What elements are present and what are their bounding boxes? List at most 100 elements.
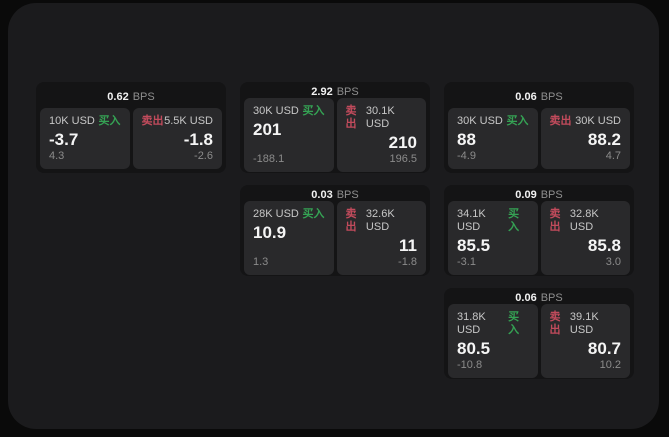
price-tiles: 30K USD 买入 201 -188.1 卖出 30.1K USD 210 1… [244,98,426,172]
bps-unit-label: BPS [132,91,155,103]
sell-notional: 39.1K USD [569,311,599,336]
sell-delta: -1.8 [398,256,417,268]
buy-delta: -188.1 [253,153,285,165]
price-tiles: 28K USD 买入 10.9 1.3 卖出 32.6K USD 11 -1.8 [244,201,426,275]
tile-top-row: 卖出 32.8K USD [550,208,622,234]
buy-tile[interactable]: 30K USD 买入 88 -4.9 [448,108,538,169]
card-header: 0.03 BPS [244,189,426,201]
sell-price: 210 [388,133,417,152]
sell-delta: 10.2 [599,359,621,371]
sell-price: -1.8 [183,130,213,149]
buy-notional: 30K USD [457,115,503,127]
card-header: 2.92 BPS [244,86,426,98]
price-tiles: 34.1K USD 买入 85.5 -3.1 卖出 32.8K USD 85.8… [448,201,630,275]
tile-top-row: 卖出 32.6K USD [346,208,418,234]
buy-tile[interactable]: 10K USD 买入 -3.7 4.3 [40,108,130,169]
tile-top-row: 卖出 30K USD [550,115,622,128]
sell-notional: 5.5K USD [164,115,213,127]
bps-unit-label: BPS [540,189,563,201]
bps-value: 0.03 [311,189,333,201]
buy-delta: 1.3 [253,256,269,268]
price-tiles: 31.8K USD 买入 80.5 -10.8 卖出 39.1K USD 80.… [448,304,630,378]
sell-notional: 30.1K USD [365,105,395,130]
bps-value: 2.92 [311,86,333,98]
tile-top-row: 卖出 30.1K USD [346,105,418,131]
buy-notional: 10K USD [49,115,95,127]
sell-tile[interactable]: 卖出 39.1K USD 80.7 10.2 [540,304,630,378]
buy-price: 10.9 [253,223,287,242]
sell-side-label: 卖出 [549,115,572,127]
bps-value: 0.09 [515,189,537,201]
bps-unit-label: BPS [336,189,359,201]
sell-notional: 32.6K USD [365,208,395,233]
buy-delta: -10.8 [457,359,483,371]
buy-side-label: 买入 [508,311,520,336]
quote-card-3: 0.06 BPS 30K USD 买入 88 -4.9 卖出 [444,82,634,173]
sell-tile[interactable]: 卖出 30.1K USD 210 196.5 [336,98,426,172]
tile-top-row: 30K USD 买入 [253,105,325,118]
buy-price: 85.5 [457,236,491,255]
sell-side-label: 卖出 [345,208,357,233]
buy-delta: -3.1 [457,256,476,268]
sell-price: 88.2 [587,130,621,149]
quote-card-1: 0.62 BPS 10K USD 买入 -3.7 4.3 卖出 [36,82,226,173]
quote-card-4: 0.03 BPS 28K USD 买入 10.9 1.3 卖出 [240,185,430,276]
card-header: 0.06 BPS [448,86,630,108]
buy-side-label: 买入 [506,115,529,127]
sell-side-label: 卖出 [141,115,164,127]
tile-top-row: 卖出 5.5K USD [142,115,214,128]
tile-top-row: 30K USD 买入 [457,115,529,128]
bps-value: 0.06 [515,91,537,103]
buy-side-label: 买入 [302,105,325,117]
sell-delta: 196.5 [389,153,417,165]
sell-tile[interactable]: 卖出 32.8K USD 85.8 3.0 [540,201,630,275]
price-tiles: 30K USD 买入 88 -4.9 卖出 30K USD 88.2 4.7 [448,108,630,169]
quote-card-6: 0.06 BPS 31.8K USD 买入 80.5 -10.8 卖 [444,288,634,379]
buy-delta: -4.9 [457,150,476,162]
bps-unit-label: BPS [540,91,563,103]
bps-value: 0.06 [515,292,537,304]
sell-notional: 30K USD [575,115,621,127]
card-header: 0.09 BPS [448,189,630,201]
tile-top-row: 28K USD 买入 [253,208,325,221]
buy-side-label: 买入 [98,115,121,127]
buy-notional: 28K USD [253,208,299,220]
card-header: 0.06 BPS [448,292,630,304]
buy-tile[interactable]: 31.8K USD 买入 80.5 -10.8 [448,304,538,378]
sell-price: 85.8 [587,236,621,255]
quotes-panel: 0.62 BPS 10K USD 买入 -3.7 4.3 卖出 [8,3,659,429]
buy-price: 201 [253,120,282,139]
sell-price: 80.7 [587,339,621,358]
buy-notional: 31.8K USD [457,311,486,336]
sell-price: 11 [399,236,417,255]
buy-notional: 34.1K USD [457,208,486,233]
sell-delta: 3.0 [605,256,621,268]
quote-grid: 0.62 BPS 10K USD 买入 -3.7 4.3 卖出 [8,3,659,379]
tile-top-row: 31.8K USD 买入 [457,311,529,337]
sell-side-label: 卖出 [549,208,561,233]
sell-delta: -2.6 [194,150,213,162]
sell-tile[interactable]: 卖出 5.5K USD -1.8 -2.6 [132,108,222,169]
buy-side-label: 买入 [508,208,520,233]
quote-card-2: 2.92 BPS 30K USD 买入 201 -188.1 卖出 [240,82,430,173]
buy-tile[interactable]: 34.1K USD 买入 85.5 -3.1 [448,201,538,275]
buy-price: 88 [457,130,476,149]
buy-price: 80.5 [457,339,491,358]
card-header: 0.62 BPS [40,86,222,108]
buy-tile[interactable]: 30K USD 买入 201 -188.1 [244,98,334,172]
price-tiles: 10K USD 买入 -3.7 4.3 卖出 5.5K USD -1.8 -2.… [40,108,222,169]
quote-card-5: 0.09 BPS 34.1K USD 买入 85.5 -3.1 卖出 [444,185,634,276]
buy-side-label: 买入 [302,208,325,220]
buy-tile[interactable]: 28K USD 买入 10.9 1.3 [244,201,334,275]
buy-notional: 30K USD [253,105,299,117]
tile-top-row: 卖出 39.1K USD [550,311,622,337]
tile-top-row: 10K USD 买入 [49,115,121,128]
sell-side-label: 卖出 [345,105,357,130]
bps-unit-label: BPS [540,292,563,304]
buy-delta: 4.3 [49,150,65,162]
tile-top-row: 34.1K USD 买入 [457,208,529,234]
sell-tile[interactable]: 卖出 32.6K USD 11 -1.8 [336,201,426,275]
sell-side-label: 卖出 [549,311,561,336]
sell-tile[interactable]: 卖出 30K USD 88.2 4.7 [540,108,630,169]
